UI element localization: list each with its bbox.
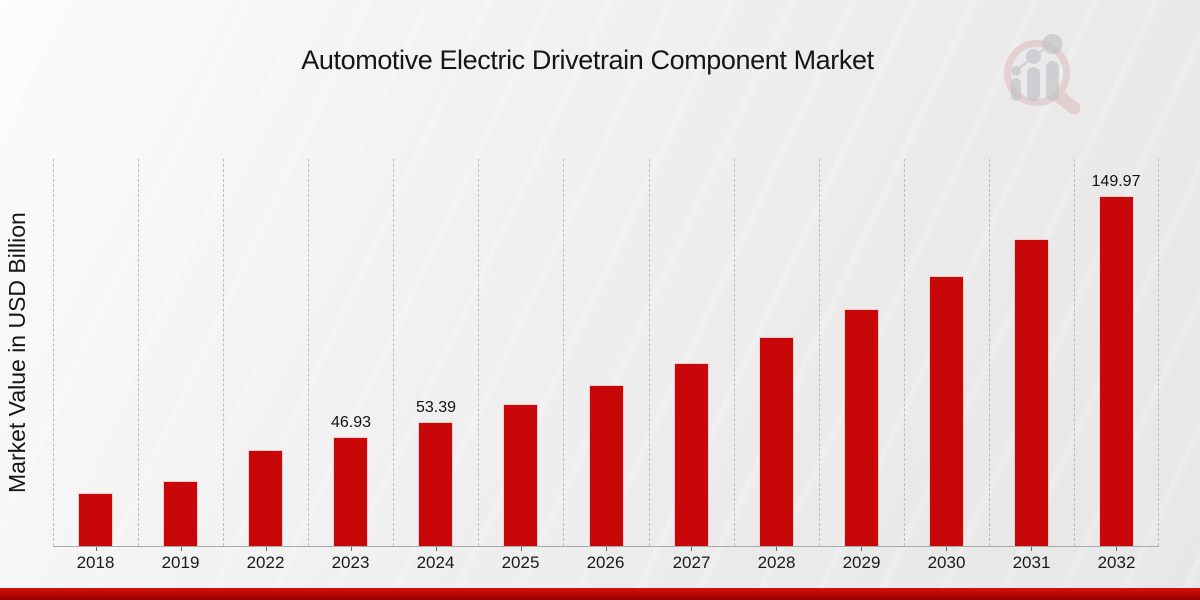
- x-tick-label-2032: 2032: [1097, 553, 1136, 572]
- x-tick-label-2027: 2027: [672, 553, 711, 572]
- bar-2023: [333, 437, 368, 546]
- y-axis-title: Market Value in USD Billion: [4, 212, 30, 493]
- gridline: [393, 159, 394, 546]
- gridline: [819, 159, 820, 546]
- gridline: [53, 159, 54, 546]
- axis-tick: [1031, 547, 1032, 551]
- bar-2018: [78, 493, 113, 546]
- bar-2019: [163, 481, 198, 546]
- axis-tick: [861, 547, 862, 551]
- x-tick-label-2018: 2018: [76, 553, 115, 572]
- footer-accent-bar: [0, 588, 1200, 600]
- bar-2028: [759, 337, 794, 546]
- gridline: [478, 159, 479, 546]
- gridline: [223, 159, 224, 546]
- x-tick-label-2019: 2019: [161, 553, 200, 572]
- bar-2025: [503, 404, 538, 546]
- data-label-2023: 46.93: [330, 414, 372, 431]
- x-tick-label-2026: 2026: [586, 553, 625, 572]
- bar-2024: [418, 422, 453, 546]
- axis-tick: [691, 547, 692, 551]
- axis-tick: [521, 547, 522, 551]
- gridline: [989, 159, 990, 546]
- axis-tick: [606, 547, 607, 551]
- axis-tick: [946, 547, 947, 551]
- x-tick-label-2022: 2022: [246, 553, 285, 572]
- bar-2022: [248, 450, 283, 546]
- chart-title: Automotive Electric Drivetrain Component…: [301, 45, 874, 75]
- axis-tick: [351, 547, 352, 551]
- gridline: [904, 159, 905, 546]
- gridline: [308, 159, 309, 546]
- plot-area: 2018 2019 2022 2023 46.93 2024 53.39 2025 2026 20…: [53, 159, 1159, 572]
- x-tick-label-2029: 2029: [842, 553, 881, 572]
- x-tick-label-2024: 2024: [416, 553, 455, 572]
- bar-2031: [1014, 239, 1049, 546]
- axis-tick: [96, 547, 97, 551]
- gridline: [1074, 159, 1075, 546]
- x-tick-label-2025: 2025: [501, 553, 540, 572]
- bar-2027: [674, 363, 709, 546]
- axis-tick: [1116, 547, 1117, 551]
- gridline: [138, 159, 139, 546]
- bar-2026: [589, 385, 624, 546]
- gridline: [649, 159, 650, 546]
- axis-tick: [266, 547, 267, 551]
- data-label-2032: 149.97: [1091, 173, 1141, 190]
- axis-tick: [181, 547, 182, 551]
- bar-2032: [1099, 196, 1134, 546]
- magnifier-growth-chart-logo: [1004, 34, 1081, 115]
- x-tick-label-2030: 2030: [927, 553, 966, 572]
- axis-tick: [436, 547, 437, 551]
- x-tick-label-2023: 2023: [331, 553, 370, 572]
- bar-2030: [929, 276, 964, 546]
- x-tick-label-2028: 2028: [757, 553, 796, 572]
- gridline: [734, 159, 735, 546]
- bar-2029: [844, 309, 879, 546]
- gridline: [563, 159, 564, 546]
- data-label-2024: 53.39: [415, 399, 457, 416]
- axis-tick: [776, 547, 777, 551]
- gridline: [1158, 159, 1159, 546]
- x-tick-label-2031: 2031: [1012, 553, 1051, 572]
